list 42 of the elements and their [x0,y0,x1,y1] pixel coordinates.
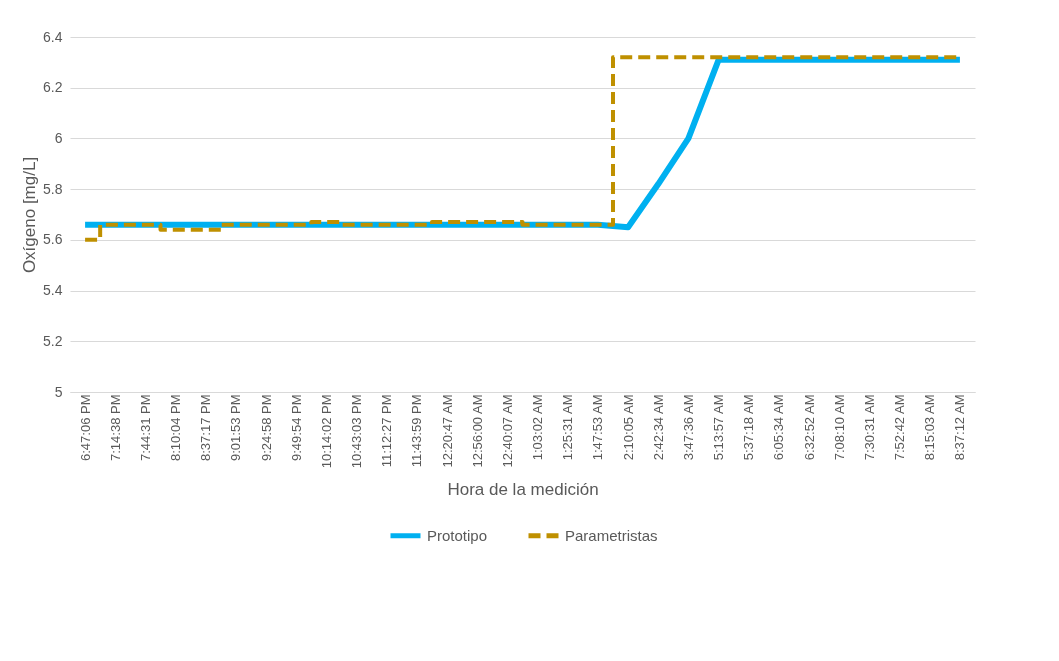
x-axis-title: Hora de la medición [447,480,599,500]
x-tick-label: 9:49:54 PM [288,394,304,461]
x-tick-label: 3:47:36 AM [680,394,696,461]
x-tick-label: 1:47:53 AM [590,394,606,461]
x-tick-label: 2:42:34 AM [650,394,666,461]
x-tick-label: 12:56:00 AM [469,394,485,468]
legend-label: Parametristas [565,526,658,544]
y-tick-label: 5.8 [43,180,63,197]
y-tick-label: 5 [54,383,63,400]
x-tick-label: 5:13:57 AM [711,394,727,461]
x-tick-label: 6:32:52 AM [801,394,817,461]
x-tick-label: 1:25:31 AM [560,394,576,461]
x-tick-label: 10:43:03 PM [349,394,365,469]
x-tick-label: 10:14:02 PM [318,394,334,469]
y-tick-label: 5.4 [43,282,63,299]
x-tick-label: 9:24:58 PM [258,394,274,461]
x-tick-label: 6:47:06 PM [77,394,93,461]
x-tick-label: 12:40:07 AM [499,394,515,468]
x-tick-label: 8:15:03 AM [922,394,938,461]
x-tick-label: 7:08:10 AM [831,394,847,461]
x-tick-label: 6:05:34 AM [771,394,787,461]
legend-label: Prototipo [427,526,488,544]
x-tick-label: 1:03:02 AM [530,394,546,461]
x-tick-label: 2:10:05 AM [620,394,636,461]
x-tick-label: 12:20:47 AM [439,394,455,468]
y-tick-label: 6.2 [43,79,63,96]
x-tick-label: 11:43:59 PM [409,394,425,468]
y-axis-title: Oxígeno [mg/L] [20,156,40,274]
x-tick-label: 8:37:12 AM [952,394,968,461]
x-tick-label: 8:10:04 PM [168,394,184,461]
y-tick-label: 6.4 [43,28,63,45]
x-tick-label: 11:12:27 PM [379,394,395,468]
x-tick-label: 7:52:42 AM [892,394,908,461]
y-tick-label: 6 [54,129,63,146]
x-tick-label: 9:01:53 PM [228,394,244,461]
x-tick-label: 7:14:38 PM [107,394,123,461]
x-tick-label: 7:30:31 AM [861,394,877,461]
y-tick-label: 5.2 [43,332,63,349]
y-tick-label: 5.6 [43,231,63,248]
x-tick-label: 8:37:17 PM [198,394,214,461]
x-tick-label: 7:44:31 PM [137,394,153,461]
x-tick-label: 5:37:18 AM [741,394,757,461]
